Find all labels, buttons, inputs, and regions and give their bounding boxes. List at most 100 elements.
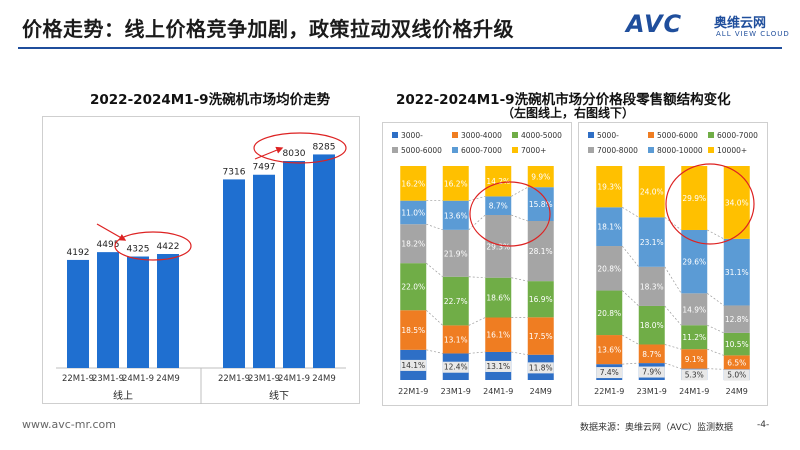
avg-bar-label: 7316 xyxy=(223,167,246,177)
structure-category-label: 23M1-9 xyxy=(637,387,667,396)
structure-segment-label: 13.1% xyxy=(486,362,510,371)
structure-segment-label: 20.8% xyxy=(597,309,621,318)
structure-connector xyxy=(468,317,486,326)
structure-segment-label: 7.4% xyxy=(600,368,619,377)
structure-label-bg xyxy=(681,369,708,381)
avg-bar xyxy=(97,252,119,368)
structure-segment-label: 13.6% xyxy=(597,346,621,355)
structure-annotation-ellipse xyxy=(469,181,551,247)
structure-segment-label: 6.5% xyxy=(727,358,746,367)
structure-segment-label: 7.9% xyxy=(642,368,661,377)
avg-bar xyxy=(67,259,89,368)
structure-legend-label: 6000-7000 xyxy=(717,131,758,140)
structure-connector xyxy=(707,368,724,370)
structure-segment xyxy=(638,344,665,364)
page-number: -4- xyxy=(757,420,770,430)
structure-segment xyxy=(638,217,665,267)
structure-legend-swatch xyxy=(708,147,714,153)
structure-legend-label: 3000-4000 xyxy=(461,131,502,140)
avg-category-label: 23M1-9 xyxy=(92,374,124,384)
structure-connector xyxy=(664,362,682,369)
structure-segment xyxy=(400,166,427,201)
structure-segment-label: 14.9% xyxy=(682,305,706,314)
structure-connector xyxy=(511,214,528,222)
structure-legend-label: 5000-6000 xyxy=(401,146,442,155)
structure-segment-label: 8.7% xyxy=(642,350,661,359)
structure-legend-swatch xyxy=(512,147,518,153)
structure-segment-label: 14.2% xyxy=(486,177,510,186)
structure-label-bg xyxy=(442,361,469,373)
structure-segment-label: 17.5% xyxy=(529,332,553,341)
structure-segment-label: 13.1% xyxy=(444,335,468,344)
structure-segment xyxy=(442,325,469,354)
structure-segment xyxy=(681,229,708,294)
structure-connector xyxy=(426,349,443,354)
structure-connector xyxy=(664,266,682,294)
avc-logo: AVC 奥维云网 ALL VIEW CLOUD xyxy=(626,10,789,44)
structure-segment-label: 18.2% xyxy=(401,240,425,249)
structure-segment-label: 29.6% xyxy=(682,258,706,267)
structure-segment-label: 12.4% xyxy=(444,363,468,372)
structure-connector xyxy=(468,351,486,354)
structure-label-bg xyxy=(596,367,623,379)
structure-legend-swatch xyxy=(392,147,398,153)
structure-connector xyxy=(511,277,528,282)
avg-bar-label: 4192 xyxy=(67,248,90,258)
structure-connector xyxy=(622,207,639,218)
structure-segment xyxy=(681,166,708,230)
structure-category-label: 24M9 xyxy=(530,387,552,396)
structure-segment xyxy=(400,310,427,350)
structure-connector xyxy=(707,293,724,306)
structure-segment xyxy=(400,263,427,311)
structure-segment xyxy=(596,246,623,291)
structure-segment-label: 34.0% xyxy=(725,198,749,207)
structure-segment-label: 16.1% xyxy=(486,331,510,340)
footer-url[interactable]: www.avc-mr.com xyxy=(22,418,116,431)
structure-segment-label: 22.0% xyxy=(401,283,425,292)
avg-annotation-ellipse xyxy=(114,231,192,261)
structure-segment xyxy=(527,166,554,188)
structure-segment xyxy=(442,229,469,277)
structure-legend-label: 7000-8000 xyxy=(597,146,638,155)
structure-segment-label: 29.9% xyxy=(682,194,706,203)
structure-legend-swatch xyxy=(512,132,518,138)
avg-annotation-arrow xyxy=(96,223,127,241)
structure-segment-label: 18.5% xyxy=(401,326,425,335)
structure-segment xyxy=(723,355,750,370)
structure-segment xyxy=(485,277,512,318)
avg-annotation-arrow xyxy=(254,146,284,160)
structure-segment xyxy=(723,166,750,239)
structure-legend-label: 4000-5000 xyxy=(521,131,562,140)
structure-connector xyxy=(621,245,640,268)
structure-label-bg xyxy=(527,362,554,374)
structure-segment-label: 13.6% xyxy=(444,211,468,220)
structure-segment-label: 15.8% xyxy=(529,200,553,209)
structure-connector xyxy=(511,186,528,197)
avg-chart-frame xyxy=(42,116,360,404)
structure-segment-label: 18.0% xyxy=(640,321,664,330)
structure-segment-label: 24.0% xyxy=(640,188,664,197)
structure-segment xyxy=(527,281,554,318)
avg-bar xyxy=(157,254,179,368)
avg-bar-label: 4422 xyxy=(157,242,180,252)
structure-segment-label: 8.7% xyxy=(489,202,508,211)
structure-connector xyxy=(707,229,724,240)
structure-legend-swatch xyxy=(708,132,714,138)
structure-segment xyxy=(681,325,708,350)
structure-segment-label: 23.1% xyxy=(640,238,664,247)
structure-segment xyxy=(485,196,512,216)
structure-legend-swatch xyxy=(588,132,594,138)
structure-segment-label: 19.3% xyxy=(597,183,621,192)
structure-segment-label: 18.3% xyxy=(640,282,664,291)
structure-segment-label: 28.1% xyxy=(529,247,553,256)
structure-segment xyxy=(638,305,665,345)
structure-legend-swatch xyxy=(452,147,458,153)
structure-segment xyxy=(723,332,750,356)
avg-bar xyxy=(283,161,305,368)
structure-legend-label: 5000- xyxy=(597,131,619,140)
structure-legend-label: 8000-10000 xyxy=(657,146,703,155)
structure-segment xyxy=(527,220,554,282)
structure-segment-label: 22.7% xyxy=(444,297,468,306)
avg-annotation-ellipse xyxy=(253,132,347,164)
structure-segment-label: 10.5% xyxy=(725,340,749,349)
